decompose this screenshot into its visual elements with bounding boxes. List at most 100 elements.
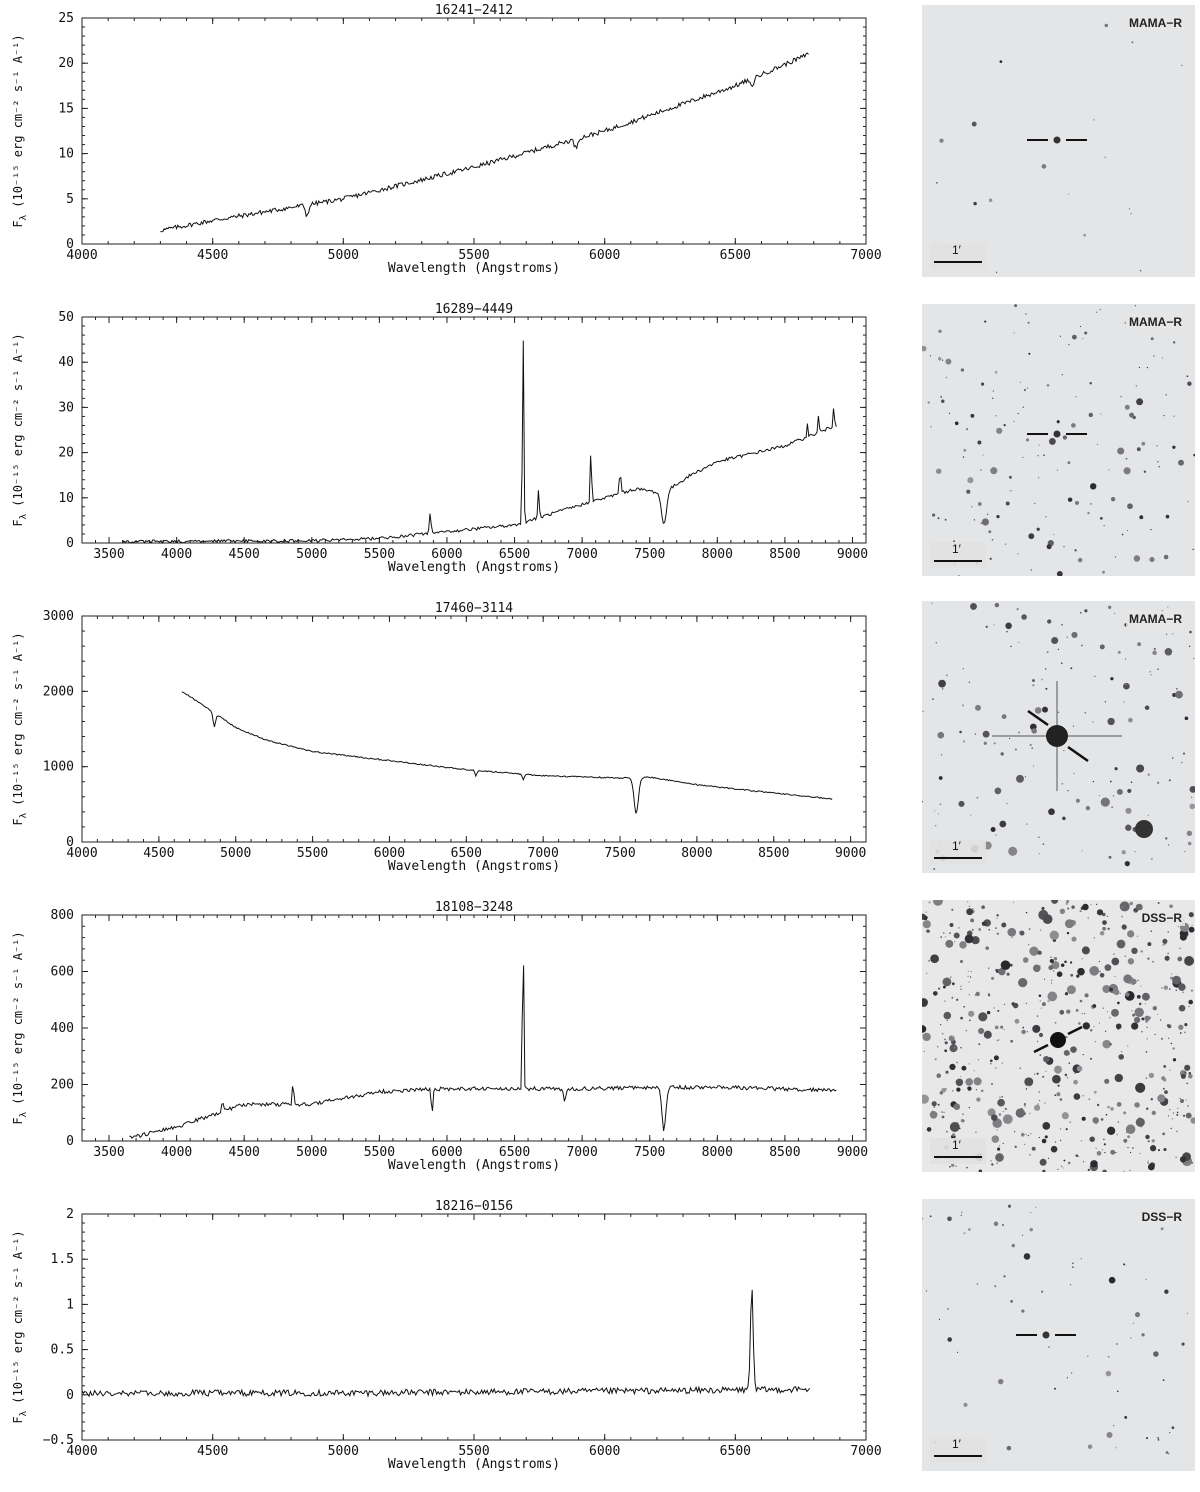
star [1172,633,1174,635]
panel-row: 18216−0156 4000 4500 5000 5500 6000 6500 7000 −0… [0,1196,1200,1492]
star [1043,978,1046,980]
star [1015,748,1017,751]
star [1065,1035,1068,1039]
star [1116,788,1123,795]
star [1121,850,1126,855]
star [1176,1111,1179,1114]
star [1177,925,1179,928]
star [941,1087,946,1093]
star [1131,41,1134,44]
star [1084,1012,1086,1015]
star [945,376,948,379]
x-tick-label: 3500 [93,547,124,562]
survey-label: MAMA−R [1126,611,1185,627]
star [1019,381,1021,383]
star [1067,907,1070,910]
star [1110,1149,1116,1155]
star [1190,1117,1195,1124]
star [1034,502,1036,505]
star [1013,1130,1016,1133]
x-axis-label: Wavelength (Angstroms) [388,560,560,575]
star [951,908,954,911]
star [1038,477,1040,479]
star [987,1108,996,1117]
star [1180,1073,1186,1079]
scale-bar-box: 1′ [930,839,986,865]
star [1127,788,1132,793]
star [1063,1049,1070,1056]
star [1022,1026,1025,1029]
star [1045,516,1047,518]
star [1104,156,1106,159]
star [1190,989,1194,992]
star [1028,533,1035,540]
star [1147,942,1152,947]
star [1026,823,1028,825]
star [1021,1234,1024,1236]
x-tick-label: 4000 [161,1145,192,1160]
star [1149,557,1155,563]
star [1141,441,1146,446]
star [986,513,989,515]
star [1144,705,1150,710]
star [1146,1437,1149,1440]
star [936,1045,939,1048]
star [1045,1070,1047,1073]
star [1172,1047,1175,1050]
star [1134,305,1137,307]
star [1013,420,1015,423]
y-tick-label: 800 [51,908,74,923]
star [994,927,997,930]
star [1176,688,1178,690]
star [1096,443,1099,446]
star [1108,1276,1116,1284]
star [1030,569,1032,571]
star [1135,1082,1146,1093]
star [1121,906,1124,908]
star [1157,1013,1159,1015]
star [1087,1168,1090,1172]
star [1163,415,1165,417]
x-axis-label: Wavelength (Angstroms) [388,261,560,276]
star [960,985,962,987]
x-tick-label: 9000 [835,846,866,861]
star [1150,1098,1153,1101]
star [925,911,927,913]
y-axis-label: Fλ (10⁻¹⁵ erg cm⁻² s⁻¹ A⁻¹) [11,632,29,825]
star [1063,545,1065,548]
star [1113,989,1120,996]
star [1187,1105,1189,1107]
star [1139,269,1142,272]
star [1054,1387,1056,1390]
star [1150,529,1152,531]
star [1137,642,1142,647]
star [1003,1029,1005,1031]
star [1069,961,1073,964]
finding-chart-image: MAMA−R 1′ [922,601,1195,873]
star [1103,1138,1105,1141]
star [1188,1071,1192,1075]
star [1016,774,1024,783]
star [966,908,974,916]
y-tick-label: 0 [66,237,74,252]
star [1147,814,1150,817]
star [1064,960,1067,964]
star [956,1061,958,1064]
star [1128,208,1131,210]
star [1041,1002,1046,1007]
star [1105,1113,1108,1116]
star [1042,1169,1046,1172]
star [1131,947,1138,954]
star [1103,1143,1106,1146]
star [1186,375,1189,378]
star [1002,1142,1004,1144]
star [973,519,975,521]
star [1042,1122,1051,1130]
star [1125,807,1132,814]
star [982,454,984,456]
star [1184,850,1186,853]
star [965,427,969,431]
star [1091,1160,1094,1163]
star [1134,1312,1141,1318]
